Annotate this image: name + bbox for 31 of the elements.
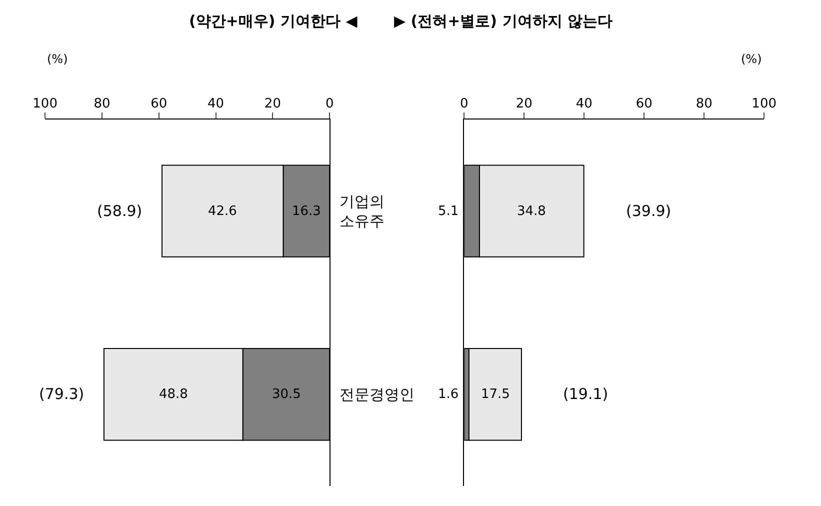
x-tick-label: 40 — [208, 96, 224, 112]
x-tick-label: 100 — [32, 96, 58, 112]
x-tick-label: 20 — [516, 96, 532, 112]
total-label: (58.9) — [97, 202, 142, 220]
x-tick-label: 100 — [752, 96, 776, 112]
y-tick-label: 전문경영인 — [340, 386, 415, 404]
total-label: (19.1) — [563, 385, 608, 403]
chart-title: ▶ (전혀+별로) 기여하지 않는다 — [394, 12, 612, 30]
bar — [468, 348, 522, 441]
x-tick-label: 0 — [325, 96, 334, 112]
x-tick-label: 40 — [576, 96, 592, 112]
x-tick-label: 0 — [460, 96, 468, 112]
data-label: 34.8 — [517, 204, 546, 219]
data-label: 42.6 — [208, 204, 237, 219]
data-label: 1.6 — [438, 387, 459, 402]
x-axis-title: (%) — [47, 52, 68, 66]
total-label: (39.9) — [626, 202, 672, 220]
chart-title: (약간+매우) 기여한다 ◀ — [189, 12, 358, 30]
data-label: 17.5 — [481, 387, 510, 402]
total-label: (79.3) — [39, 385, 84, 403]
x-tick-label: 80 — [696, 96, 712, 112]
data-label: 48.8 — [159, 387, 188, 402]
data-label: 5.1 — [438, 204, 459, 219]
x-tick-label: 60 — [150, 96, 168, 112]
y-tick-label: 기업의 소유주 — [340, 192, 385, 230]
data-label: 16.3 — [292, 204, 321, 219]
data-label: 30.5 — [272, 387, 301, 402]
x-tick-label: 80 — [94, 96, 110, 112]
x-tick-label: 20 — [264, 96, 281, 112]
x-tick-label: 60 — [636, 96, 652, 112]
x-axis-title: (%) — [741, 52, 762, 66]
